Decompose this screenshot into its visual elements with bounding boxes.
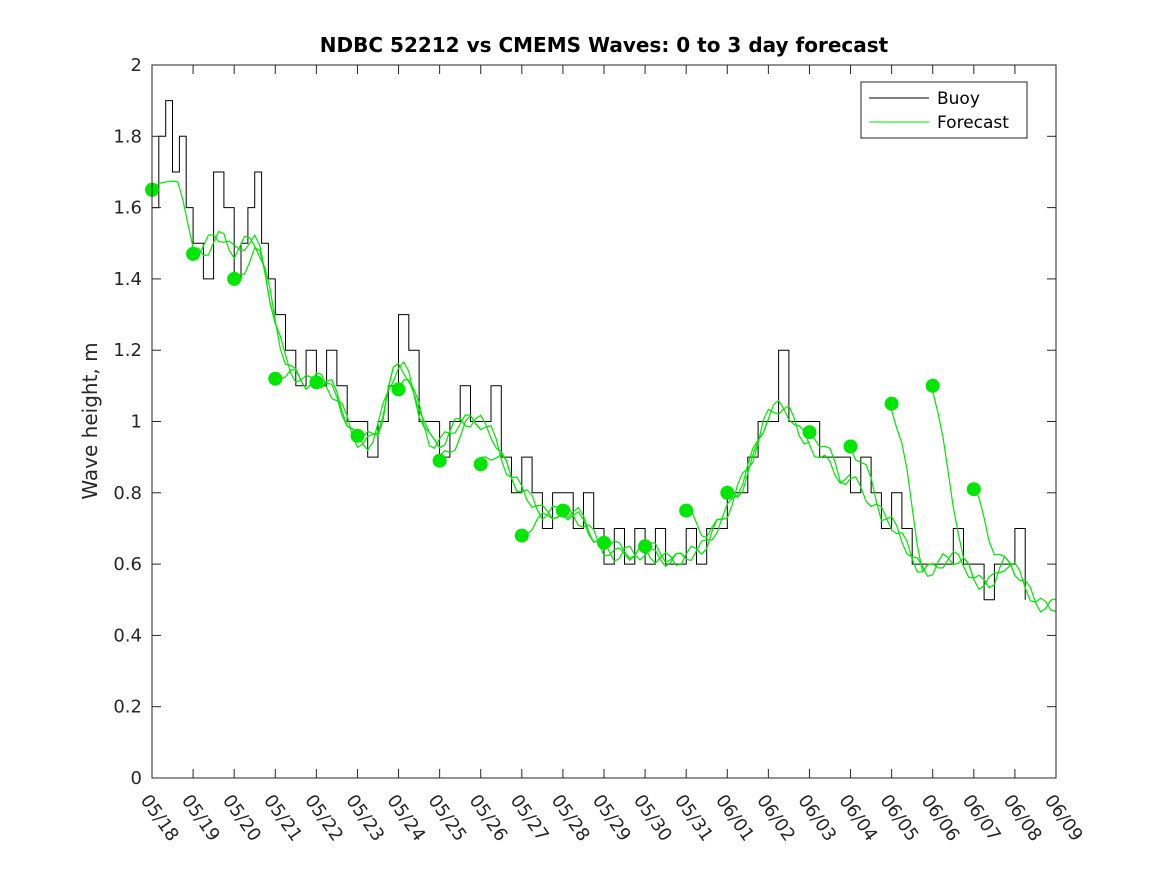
- y-tick-label: 1.4: [113, 269, 142, 290]
- y-tick-label: 1: [131, 412, 142, 433]
- forecast-start-marker: [925, 378, 940, 393]
- chart-title: NDBC 52212 vs CMEMS Waves: 0 to 3 day fo…: [320, 33, 889, 57]
- forecast-series-line: [644, 418, 769, 563]
- forecast-series-line: [562, 506, 687, 568]
- y-tick-label: 1.6: [113, 198, 142, 219]
- forecast-series-line: [316, 360, 441, 452]
- legend-box: [860, 81, 1028, 139]
- y-tick-label: 2: [131, 55, 142, 76]
- forecast-series-line: [849, 448, 975, 580]
- y-tick-label: 0.4: [113, 625, 142, 646]
- forecast-series-line: [480, 453, 605, 544]
- legend: Buoy Forecast: [860, 81, 1028, 139]
- forecast-series-line: [275, 362, 399, 449]
- forecast-series-line: [357, 362, 482, 449]
- forecast-start-marker: [720, 485, 735, 500]
- forecast-start-marker: [638, 539, 653, 554]
- legend-label-forecast: Forecast: [937, 113, 1009, 133]
- forecast-series-line: [151, 180, 276, 324]
- forecast-start-marker: [350, 428, 365, 443]
- forecast-start-marker: [597, 535, 611, 550]
- forecast-start-marker: [884, 396, 899, 411]
- series-layer: [145, 100, 1057, 613]
- forecast-start-marker: [186, 246, 201, 261]
- forecast-series-line: [233, 246, 358, 434]
- buoy-series-line: [152, 100, 1026, 601]
- forecast-series-line: [726, 399, 851, 499]
- forecast-start-marker: [679, 503, 694, 518]
- y-tick-label: 0.8: [113, 483, 142, 504]
- forecast-series-line: [397, 379, 522, 493]
- forecast-series-line: [973, 487, 1057, 613]
- forecast-series-line: [439, 414, 564, 520]
- forecast-start-marker: [227, 271, 242, 286]
- forecast-start-marker: [966, 482, 981, 497]
- y-axis-label: Wave height, m: [78, 342, 102, 499]
- forecast-start-marker: [432, 453, 447, 468]
- y-tick-label: 0: [131, 768, 142, 789]
- forecast-series-line: [808, 427, 933, 573]
- plot-area: [152, 65, 1056, 778]
- forecast-start-marker: [268, 371, 283, 386]
- y-tick-label: 0.2: [113, 697, 142, 718]
- forecast-start-marker: [473, 457, 488, 472]
- forecast-start-marker: [391, 382, 406, 397]
- forecast-start-marker: [514, 528, 529, 543]
- forecast-series-line: [685, 405, 810, 539]
- forecast-series-line: [891, 410, 1016, 589]
- y-tick-label: 1.8: [113, 126, 142, 147]
- y-tick-label: 1.2: [113, 340, 142, 361]
- forecast-series-line: [193, 230, 317, 391]
- forecast-series-line: [521, 505, 646, 562]
- y-tick-label: 0.6: [113, 554, 142, 575]
- forecast-start-marker: [309, 375, 324, 390]
- legend-label-buoy: Buoy: [937, 89, 980, 109]
- forecast-series-line: [603, 517, 728, 566]
- forecast-start-marker: [843, 439, 858, 454]
- forecast-start-marker: [802, 425, 817, 440]
- forecast-start-marker: [555, 503, 570, 518]
